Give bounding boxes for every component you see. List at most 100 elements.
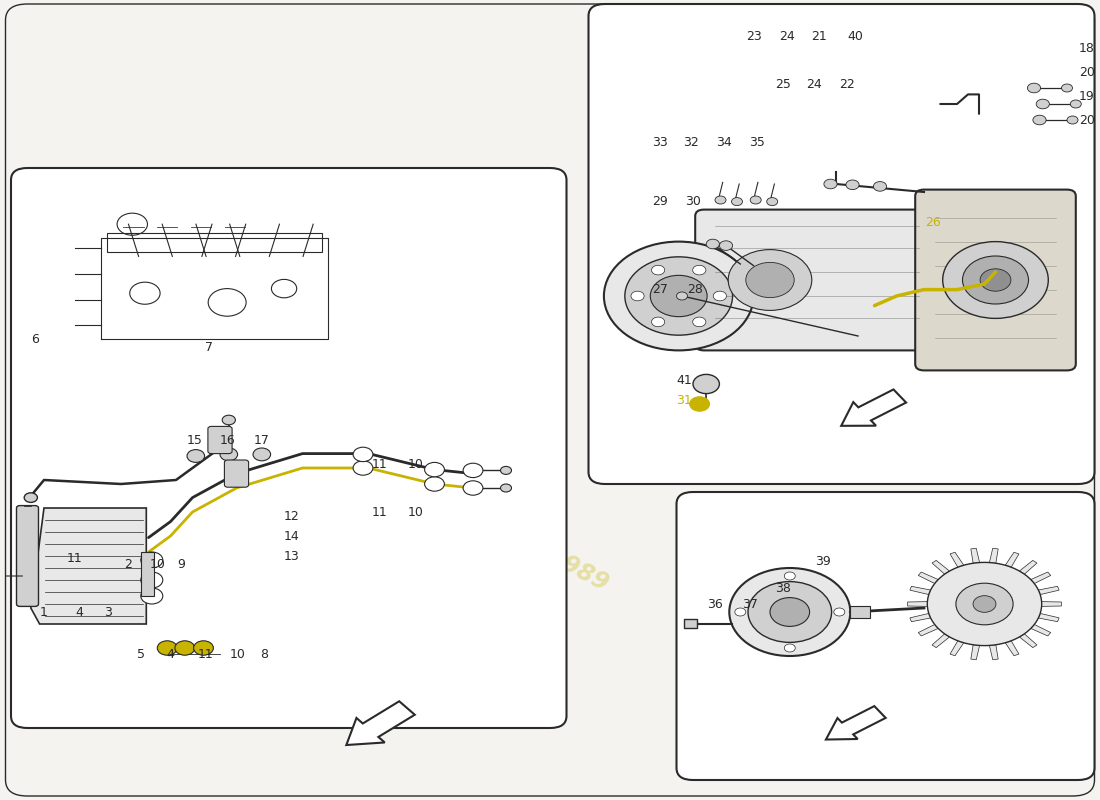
Circle shape (157, 641, 177, 655)
Circle shape (1036, 99, 1049, 109)
Circle shape (834, 608, 845, 616)
Text: 7: 7 (205, 341, 213, 354)
Circle shape (956, 583, 1013, 625)
Circle shape (713, 291, 726, 301)
Polygon shape (908, 602, 927, 606)
Circle shape (651, 317, 664, 326)
Circle shape (425, 477, 444, 491)
Bar (141, 552, 154, 596)
FancyBboxPatch shape (6, 4, 1094, 796)
Circle shape (500, 484, 512, 492)
Bar (107, 234, 322, 252)
Text: 6: 6 (31, 333, 40, 346)
Circle shape (676, 292, 688, 300)
Text: 11: 11 (372, 506, 387, 518)
Text: 10: 10 (408, 506, 424, 518)
Polygon shape (932, 634, 949, 648)
Circle shape (770, 598, 810, 626)
Circle shape (1062, 84, 1072, 92)
Circle shape (175, 641, 195, 655)
Text: 12: 12 (284, 510, 299, 522)
Text: 11: 11 (198, 648, 213, 661)
Circle shape (425, 462, 444, 477)
Polygon shape (1031, 625, 1050, 636)
Circle shape (141, 552, 163, 568)
Circle shape (500, 466, 512, 474)
Circle shape (604, 242, 754, 350)
Circle shape (846, 180, 859, 190)
Text: 28: 28 (688, 283, 703, 296)
Text: 10: 10 (408, 458, 424, 470)
Text: 40: 40 (848, 30, 864, 42)
Circle shape (353, 447, 373, 462)
Circle shape (631, 291, 645, 301)
Polygon shape (1020, 634, 1037, 648)
Circle shape (962, 256, 1028, 304)
Circle shape (719, 241, 733, 250)
Circle shape (728, 250, 812, 310)
Polygon shape (932, 560, 949, 574)
Circle shape (746, 262, 794, 298)
Circle shape (463, 481, 483, 495)
Text: 24: 24 (779, 30, 794, 42)
Text: 35: 35 (749, 136, 764, 149)
Circle shape (220, 448, 238, 461)
Text: 9: 9 (177, 558, 186, 570)
Text: 27: 27 (652, 283, 668, 296)
Bar (850, 606, 870, 618)
Text: 1: 1 (40, 606, 48, 618)
Text: 22: 22 (839, 78, 855, 90)
Text: 18: 18 (1079, 42, 1094, 54)
Polygon shape (1038, 614, 1059, 622)
Polygon shape (971, 645, 980, 660)
Circle shape (729, 568, 850, 656)
Text: 3: 3 (103, 606, 112, 618)
Circle shape (353, 461, 373, 475)
Circle shape (625, 257, 733, 335)
FancyBboxPatch shape (915, 190, 1076, 370)
Text: passion for parts since 1989: passion for parts since 1989 (267, 397, 613, 595)
Polygon shape (971, 548, 980, 563)
Text: 34: 34 (716, 136, 732, 149)
FancyBboxPatch shape (676, 492, 1094, 780)
Polygon shape (918, 572, 938, 583)
Text: 8: 8 (260, 648, 268, 661)
Text: 10: 10 (150, 558, 165, 570)
Polygon shape (910, 614, 931, 622)
Text: 15: 15 (187, 434, 202, 446)
Circle shape (784, 572, 795, 580)
Circle shape (690, 397, 710, 411)
Circle shape (873, 182, 887, 191)
Polygon shape (1038, 586, 1059, 594)
Circle shape (693, 374, 719, 394)
FancyBboxPatch shape (208, 426, 232, 454)
Text: 16: 16 (220, 434, 235, 446)
Text: 37: 37 (742, 598, 758, 610)
Circle shape (732, 198, 742, 206)
Polygon shape (826, 706, 886, 739)
Circle shape (1027, 83, 1041, 93)
FancyBboxPatch shape (588, 4, 1094, 484)
Circle shape (650, 275, 707, 317)
Text: 39: 39 (815, 555, 830, 568)
Polygon shape (950, 641, 964, 656)
Circle shape (824, 179, 837, 189)
Text: 4: 4 (166, 648, 175, 661)
Text: 11: 11 (372, 458, 387, 470)
Text: 2: 2 (123, 558, 132, 570)
Circle shape (651, 266, 664, 275)
Circle shape (715, 196, 726, 204)
Circle shape (784, 644, 795, 652)
Circle shape (1033, 115, 1046, 125)
Text: 20: 20 (1079, 114, 1094, 126)
Text: 14: 14 (284, 530, 299, 542)
Bar (684, 619, 697, 628)
Circle shape (693, 317, 706, 326)
Text: 25: 25 (776, 78, 791, 90)
Circle shape (974, 596, 996, 612)
Circle shape (767, 198, 778, 206)
Text: 5: 5 (136, 648, 145, 661)
Circle shape (187, 450, 205, 462)
Text: 19: 19 (1079, 90, 1094, 102)
Circle shape (735, 608, 746, 616)
